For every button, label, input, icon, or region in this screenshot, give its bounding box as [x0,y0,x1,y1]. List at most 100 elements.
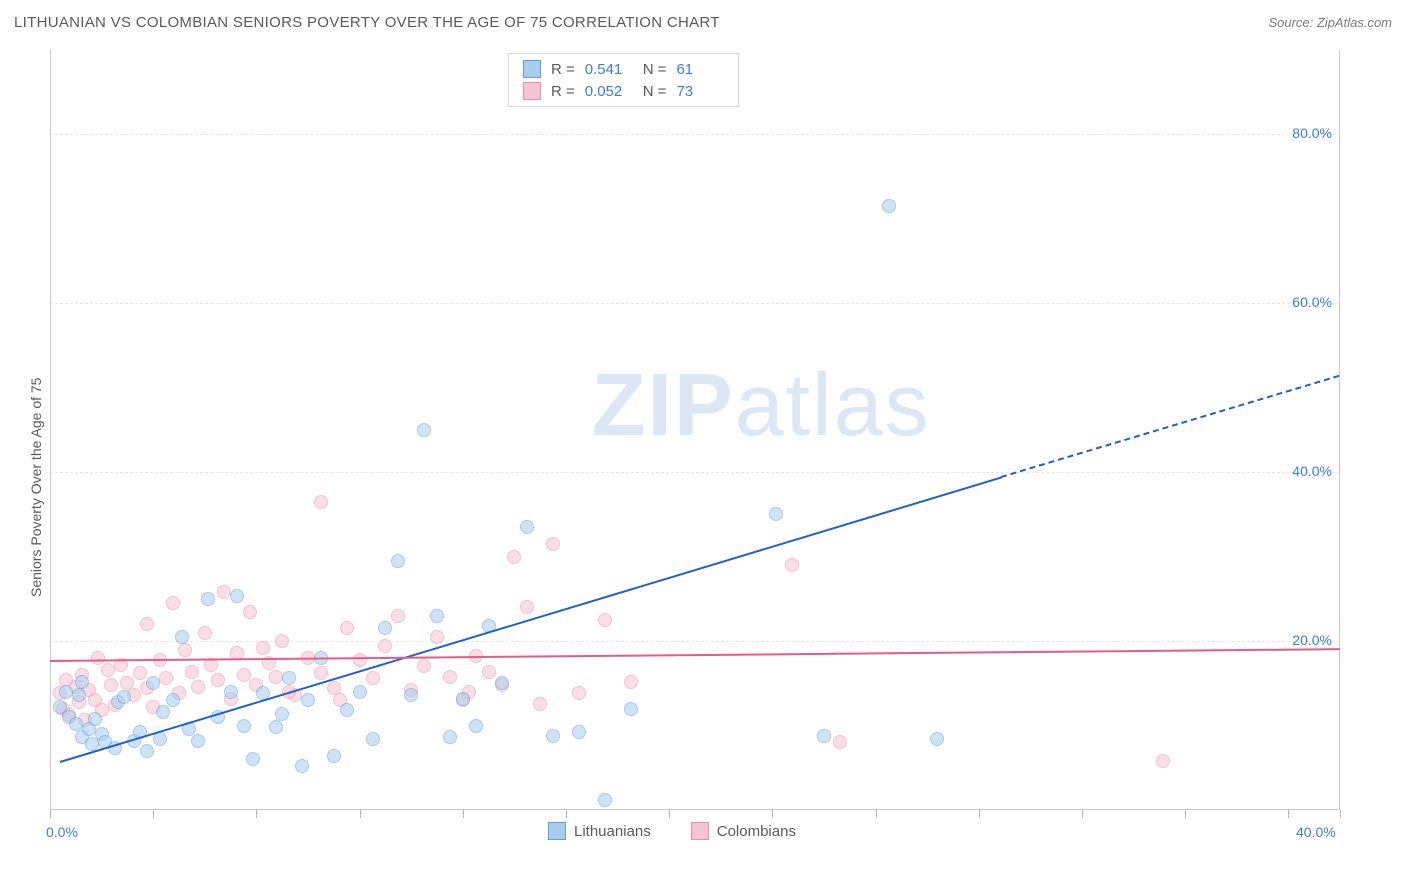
scatter-point [882,199,896,213]
x-tick-label: 40.0% [1296,824,1336,840]
scatter-point [91,651,105,665]
scatter-point [391,554,405,568]
series-swatch [523,60,541,78]
scatter-point [217,585,231,599]
trend-line [1001,375,1340,478]
scatter-point [230,589,244,603]
scatter-point [378,621,392,635]
legend-item: Colombians [691,822,796,840]
r-label: R = [551,83,575,100]
n-label: N = [643,83,667,100]
chart-title: LITHUANIAN VS COLOMBIAN SENIORS POVERTY … [14,14,720,31]
scatter-point [598,613,612,627]
scatter-point [366,671,380,685]
y-tick-label: 60.0% [1292,294,1332,310]
x-tick-mark [566,810,567,818]
scatter-point [237,668,251,682]
x-tick-mark [360,810,361,818]
scatter-point [159,671,173,685]
y-tick-label: 20.0% [1292,632,1332,648]
scatter-point [443,670,457,684]
legend-label: Colombians [717,823,796,840]
gridline [50,303,1340,304]
scatter-point [340,703,354,717]
scatter-point [166,693,180,707]
y-axis-line [50,50,51,810]
scatter-point [340,621,354,635]
scatter-point [269,670,283,684]
source-attribution: Source: ZipAtlas.com [1268,15,1392,30]
scatter-point [624,702,638,716]
scatter-point [507,550,521,564]
trend-line [59,476,1001,762]
scatter-point [817,729,831,743]
scatter-point [378,639,392,653]
gridline [50,134,1340,135]
scatter-point [366,732,380,746]
scatter-point [59,685,73,699]
scatter-point [185,665,199,679]
scatter-point [246,752,260,766]
scatter-point [198,626,212,640]
x-tick-mark [256,810,257,818]
scatter-point [140,744,154,758]
x-axis-line [50,809,1340,810]
gridline [50,472,1340,473]
scatter-point [469,719,483,733]
legend: Lithuanians Colombians [548,822,796,840]
scatter-point [624,675,638,689]
y-axis-label: Seniors Poverty Over the Age of 75 [28,378,44,597]
scatter-point [156,705,170,719]
x-tick-mark [979,810,980,818]
scatter-point [520,600,534,614]
scatter-point [572,725,586,739]
n-value: 61 [676,61,724,78]
scatter-point [69,717,83,731]
scatter-point [404,688,418,702]
scatter-point [353,685,367,699]
scatter-point [456,692,470,706]
right-axis-line [1339,50,1340,810]
scatter-point [104,678,118,692]
scatter-point [88,712,102,726]
scatter-point [75,675,89,689]
scatter-point [117,690,131,704]
scatter-point [295,759,309,773]
scatter-point [178,643,192,657]
scatter-point [785,558,799,572]
n-label: N = [643,61,667,78]
scatter-point [833,735,847,749]
scatter-point [275,707,289,721]
gridline [50,641,1340,642]
x-tick-mark [153,810,154,818]
x-tick-mark [1288,810,1289,818]
legend-swatch [548,822,566,840]
scatter-point [314,495,328,509]
x-tick-mark [1185,810,1186,818]
scatter-point [495,676,509,690]
x-tick-mark [772,810,773,818]
scatter-point [598,793,612,807]
scatter-point [769,507,783,521]
scatter-point [269,720,283,734]
legend-item: Lithuanians [548,822,651,840]
x-tick-mark [1082,810,1083,818]
x-tick-label: 0.0% [46,824,78,840]
x-tick-mark [876,810,877,818]
chart-header: LITHUANIAN VS COLOMBIAN SENIORS POVERTY … [0,0,1406,44]
scatter-point [1156,754,1170,768]
series-swatch [523,82,541,100]
x-tick-mark [1340,810,1341,818]
watermark: ZIPatlas [592,354,931,456]
r-value: 0.541 [585,61,633,78]
scatter-point [430,630,444,644]
scatter-point [546,537,560,551]
scatter-point [282,671,296,685]
n-value: 73 [676,83,724,100]
y-tick-label: 40.0% [1292,463,1332,479]
scatter-point [417,423,431,437]
stats-row: R = 0.541 N = 61 [509,58,739,80]
scatter-point [101,663,115,677]
scatter-point [140,617,154,631]
r-label: R = [551,61,575,78]
